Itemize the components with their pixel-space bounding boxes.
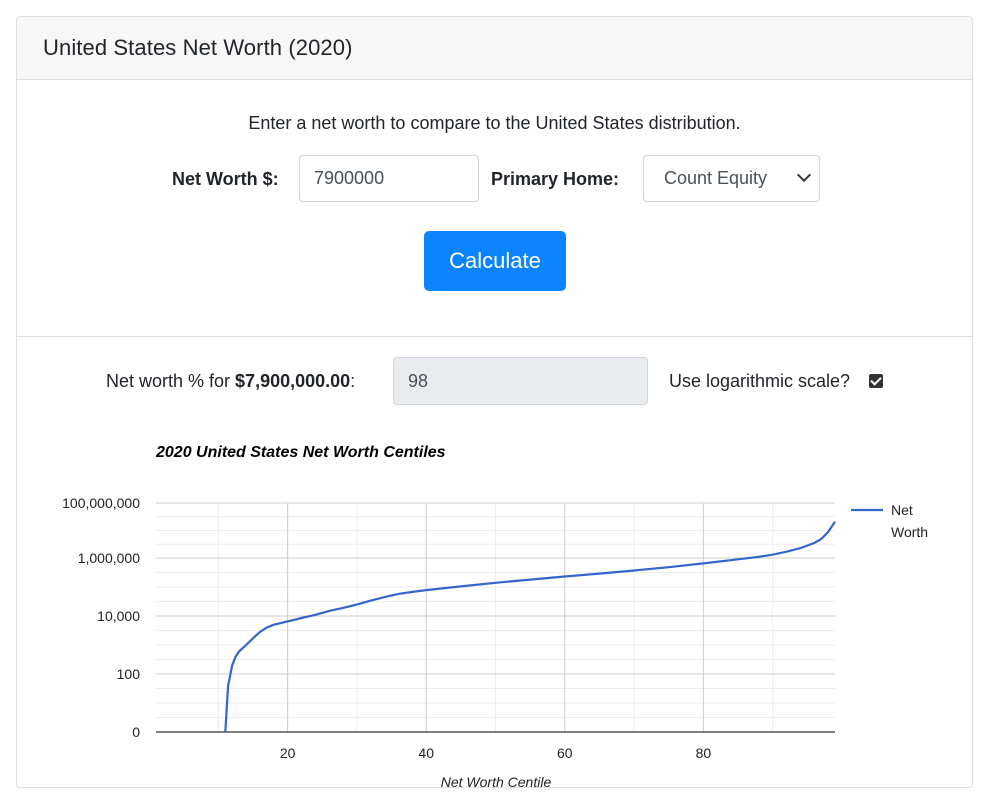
card-header: United States Net Worth (2020) [17,17,972,80]
y-tick-label: 100 [117,666,141,682]
page-title: United States Net Worth (2020) [43,35,353,60]
result-prefix: Net worth % for [106,371,236,391]
y-axis-labels: 0 100 10,000 1,000,000 100,000,000 [62,495,140,740]
x-tick-label: 40 [418,745,434,761]
chart-grid [156,502,835,732]
x-axis-title: Net Worth Centile [441,774,552,788]
result-suffix: : [350,371,356,391]
legend-entry-part: Net [891,502,913,518]
chart-title: 2020 United States Net Worth Centiles [155,444,446,461]
result-label: Net worth % for $7,900,000.00: [106,371,355,392]
intro-text: Enter a net worth to compare to the Unit… [248,113,741,133]
primary-home-selected: Count Equity [664,168,768,188]
y-tick-label: 1,000,000 [78,550,140,566]
y-tick-label: 0 [132,724,140,740]
series-line-net-worth [224,520,836,733]
x-tick-label: 80 [696,745,712,761]
percentile-output: 98 [393,357,648,405]
chevron-down-icon [796,167,812,183]
log-scale-label: Use logarithmic scale? [669,371,851,391]
legend-entry-net-worth: Net Worth [891,502,928,540]
y-tick-label: 100,000,000 [62,495,140,511]
result-amount: $7,900,000.00 [235,371,351,391]
log-scale-checkbox[interactable] [869,374,883,388]
section-divider [17,336,972,337]
primary-home-label: Primary Home: [491,169,620,189]
net-worth-card: United States Net Worth (2020) Enter a n… [16,16,973,788]
calculate-button[interactable]: Calculate [424,231,566,291]
net-worth-chart: 2020 United States Net Worth Centiles 0 1… [62,444,928,788]
legend-entry-part: Worth [891,524,928,540]
net-worth-input[interactable]: 7900000 [299,155,479,202]
x-tick-label: 60 [557,745,573,761]
x-tick-label: 20 [280,745,296,761]
primary-home-select[interactable]: Count Equity [643,155,820,202]
x-axis-labels: 20 40 60 80 [280,745,712,761]
y-tick-label: 10,000 [97,608,140,624]
net-worth-label: Net Worth $: [172,169,279,189]
